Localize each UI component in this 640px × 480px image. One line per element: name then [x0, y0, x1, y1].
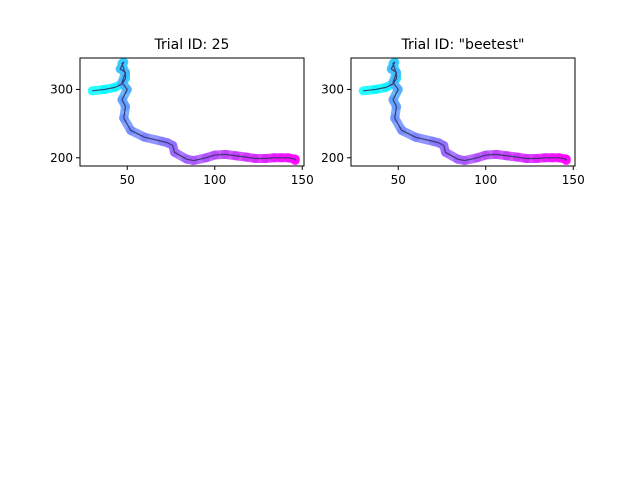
panel-trial-25: Trial ID: 25 50 100 150 200 300 — [50, 37, 314, 187]
y-tick-label: 300 — [321, 82, 344, 96]
trajectory-centerline — [363, 61, 567, 162]
axes-frame — [350, 57, 576, 167]
x-axis-ticks: 50 100 150 — [120, 166, 314, 187]
x-tick-label: 150 — [562, 173, 585, 187]
x-tick-label: 100 — [203, 173, 226, 187]
axes-frame — [79, 57, 305, 167]
x-tick-label: 50 — [120, 173, 135, 187]
trajectory-layer — [358, 57, 571, 166]
x-tick-label: 100 — [474, 173, 497, 187]
y-axis-ticks: 200 300 — [321, 82, 351, 165]
x-tick-label: 50 — [391, 173, 406, 187]
y-tick-label: 200 — [321, 151, 344, 165]
y-tick-label: 300 — [50, 82, 73, 96]
panel-trial-beetest: Trial ID: "beetest" 50 100 150 200 300 — [321, 37, 585, 187]
x-axis-ticks: 50 100 150 — [391, 166, 585, 187]
chart-title: Trial ID: "beetest" — [400, 37, 524, 53]
x-tick-label: 150 — [291, 173, 314, 187]
y-tick-label: 200 — [50, 151, 73, 165]
y-axis-ticks: 200 300 — [50, 82, 80, 165]
chart-title: Trial ID: 25 — [154, 37, 230, 53]
trajectory-centerline — [92, 61, 296, 162]
trajectory-layer — [87, 57, 300, 166]
